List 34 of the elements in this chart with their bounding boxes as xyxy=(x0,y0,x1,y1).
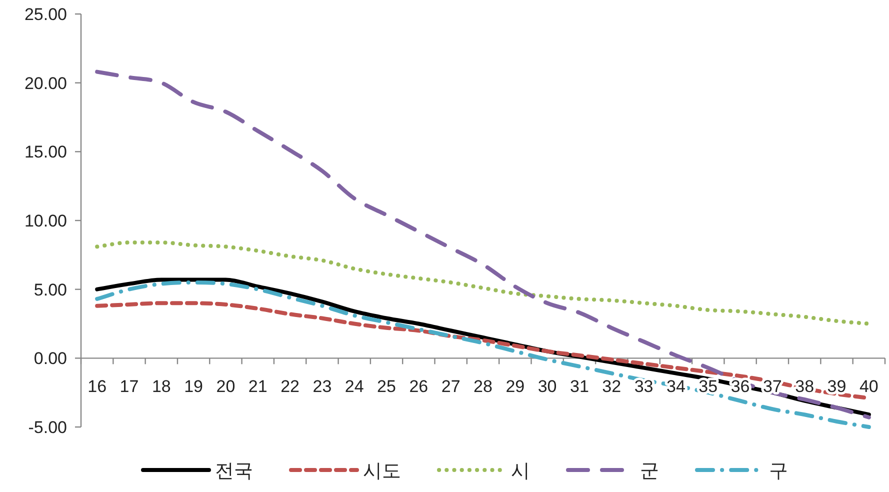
x-tick-label: 18 xyxy=(152,377,171,396)
x-tick-label: 29 xyxy=(506,377,525,396)
x-tick-label: 30 xyxy=(538,377,557,396)
legend-label: 구 xyxy=(769,461,788,482)
x-tick-label: 25 xyxy=(377,377,396,396)
x-tick-label: 28 xyxy=(474,377,492,396)
y-tick-label: 15.00 xyxy=(24,142,67,162)
x-tick-label: 19 xyxy=(184,377,204,396)
line-series xyxy=(95,240,871,326)
x-tick-label: 39 xyxy=(827,377,846,396)
x-tick-label: 23 xyxy=(312,377,332,396)
x-tick-label: 40 xyxy=(859,377,878,396)
legend-label: 시 xyxy=(511,461,530,482)
legend-label: 시도 xyxy=(363,461,401,482)
y-tick-label: 10.00 xyxy=(24,212,67,230)
x-tick-label: 22 xyxy=(280,377,300,396)
legend-label: 전국 xyxy=(215,461,253,482)
y-tick-label: 20.00 xyxy=(24,74,67,93)
x-tick-label: 26 xyxy=(409,377,428,396)
x-tick-label: 16 xyxy=(88,377,107,396)
x-tick-label: 32 xyxy=(602,377,622,396)
y-tick-label: 25.00 xyxy=(24,5,67,24)
x-tick-label: 36 xyxy=(730,377,750,396)
y-tick-label: 5.00 xyxy=(34,280,67,300)
x-tick-label: 24 xyxy=(344,377,364,396)
x-tick-label: 31 xyxy=(570,377,589,396)
x-tick-label: 17 xyxy=(120,377,139,396)
y-tick-label: -5.00 xyxy=(28,418,67,437)
legend-label: 군 xyxy=(640,461,659,482)
x-tick-label: 27 xyxy=(441,377,460,396)
x-tick-label: 20 xyxy=(216,377,236,396)
x-tick-label: 21 xyxy=(248,377,268,396)
y-tick-label: 0.00 xyxy=(34,349,67,368)
x-tick-label: 33 xyxy=(634,377,654,396)
